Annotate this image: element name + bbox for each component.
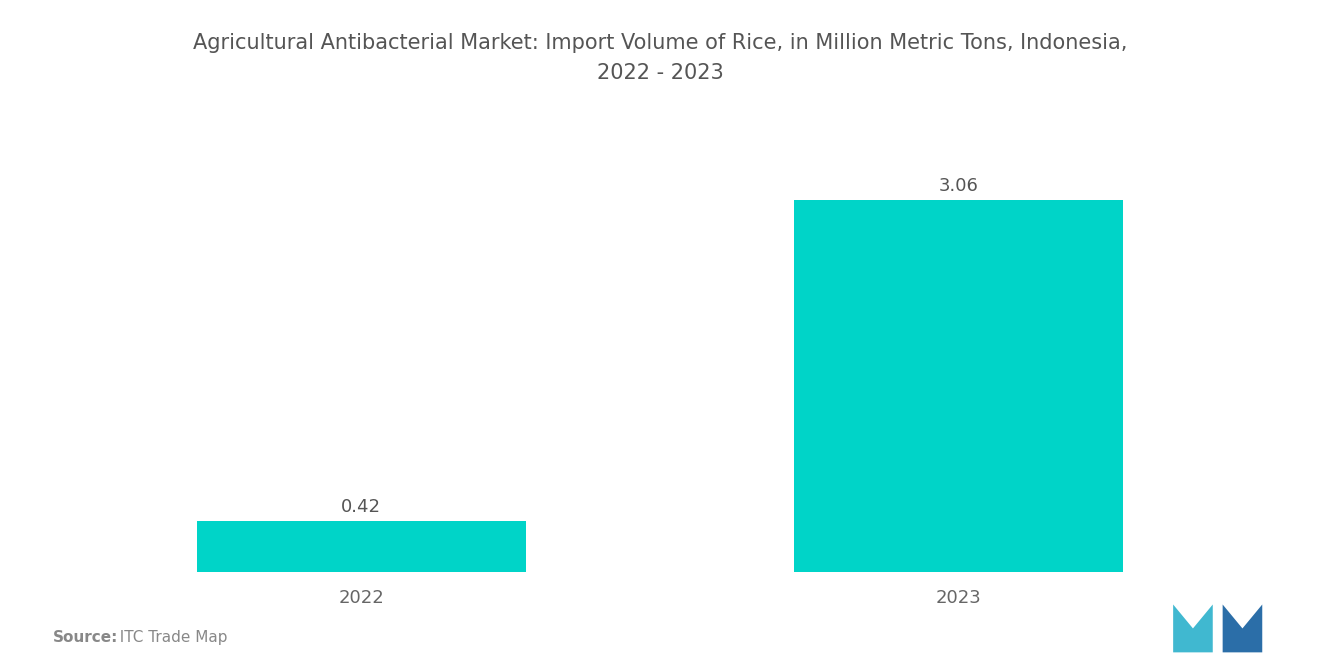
Bar	[197, 521, 525, 572]
Text: Source:: Source:	[53, 630, 119, 645]
Text: ITC Trade Map: ITC Trade Map	[110, 630, 227, 645]
Text: Agricultural Antibacterial Market: Import Volume of Rice, in Million Metric Tons: Agricultural Antibacterial Market: Impor…	[193, 33, 1127, 83]
Text: 3.06: 3.06	[939, 177, 978, 195]
Text: 0.42: 0.42	[342, 498, 381, 516]
Bar	[795, 200, 1123, 572]
